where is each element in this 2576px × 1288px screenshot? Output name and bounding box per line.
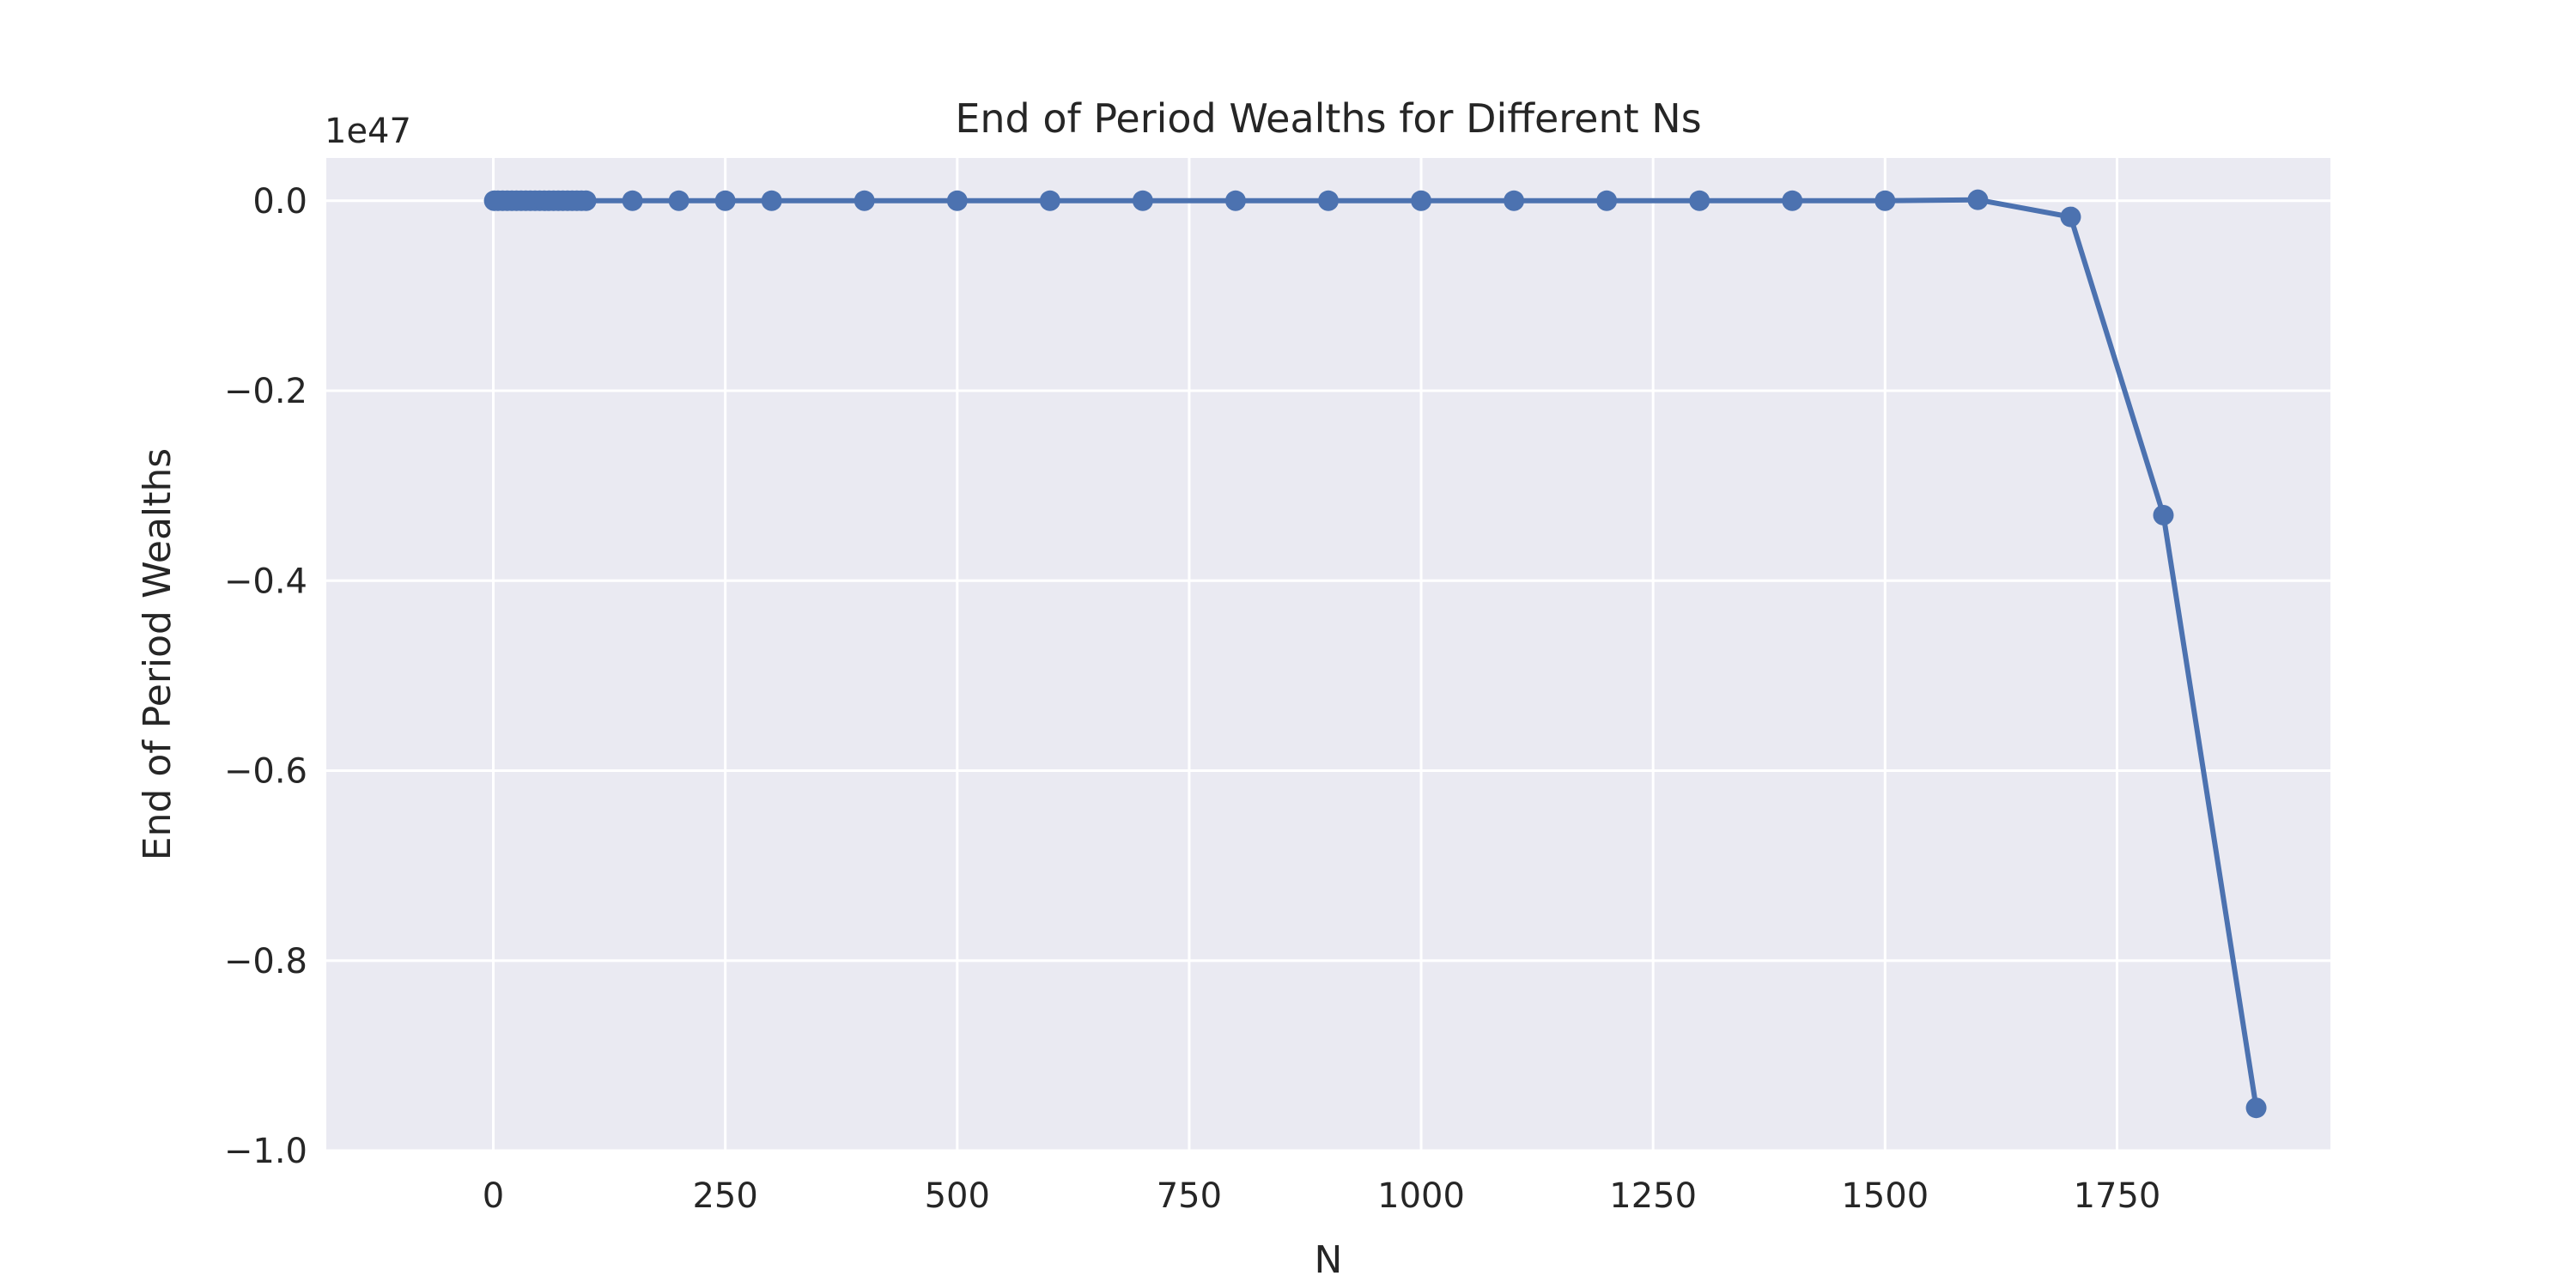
plot-area: [326, 158, 2330, 1151]
data-point: [2060, 206, 2081, 228]
data-point: [2245, 1097, 2267, 1119]
y-tick-label: −1.0: [224, 1132, 307, 1171]
data-point: [1318, 190, 1339, 211]
y-offset-label: 1e47: [325, 112, 411, 151]
y-tick-label: 0.0: [252, 182, 307, 222]
x-tick-label: 250: [692, 1176, 757, 1216]
chart-title: End of Period Wealths for Different Ns: [955, 95, 1701, 142]
data-point: [668, 190, 690, 211]
x-tick-label: 1250: [1609, 1176, 1697, 1216]
data-point: [1874, 190, 1896, 211]
x-tick-label: 750: [1157, 1176, 1222, 1216]
y-tick-label: −0.8: [224, 942, 307, 981]
x-tick-label: 1500: [1841, 1176, 1929, 1216]
data-point: [1039, 190, 1060, 211]
y-tick-label: −0.6: [224, 752, 307, 792]
data-point: [1782, 190, 1803, 211]
data-point: [946, 190, 968, 211]
data-point: [1504, 190, 1525, 211]
data-point: [575, 190, 597, 211]
series-layer: [483, 189, 2267, 1119]
y-tick-labels: 0.0 −0.2 −0.4 −0.6 −0.8 −1.0: [224, 182, 307, 1171]
data-point: [1689, 190, 1710, 211]
x-tick-label: 500: [925, 1176, 990, 1216]
data-point: [1224, 190, 1246, 211]
x-tick-label: 1000: [1377, 1176, 1465, 1216]
data-point: [854, 190, 875, 211]
y-axis-label: End of Period Wealths: [136, 448, 179, 860]
data-point: [2153, 504, 2174, 526]
y-tick-label: −0.4: [224, 562, 307, 601]
y-tick-label: −0.2: [224, 372, 307, 411]
data-point: [1132, 190, 1153, 211]
data-point: [761, 190, 782, 211]
data-point: [1967, 189, 1989, 210]
data-point: [622, 190, 643, 211]
data-point: [1596, 190, 1618, 211]
x-tick-labels: 0 250 500 750 1000 1250 1500 1750: [483, 1176, 2161, 1216]
data-point: [714, 190, 736, 211]
data-point: [1411, 190, 1432, 211]
x-tick-label: 0: [483, 1176, 504, 1216]
x-gridlines: [492, 158, 2118, 1151]
x-tick-label: 1750: [2074, 1176, 2161, 1216]
x-axis-label: N: [1315, 1238, 1343, 1282]
